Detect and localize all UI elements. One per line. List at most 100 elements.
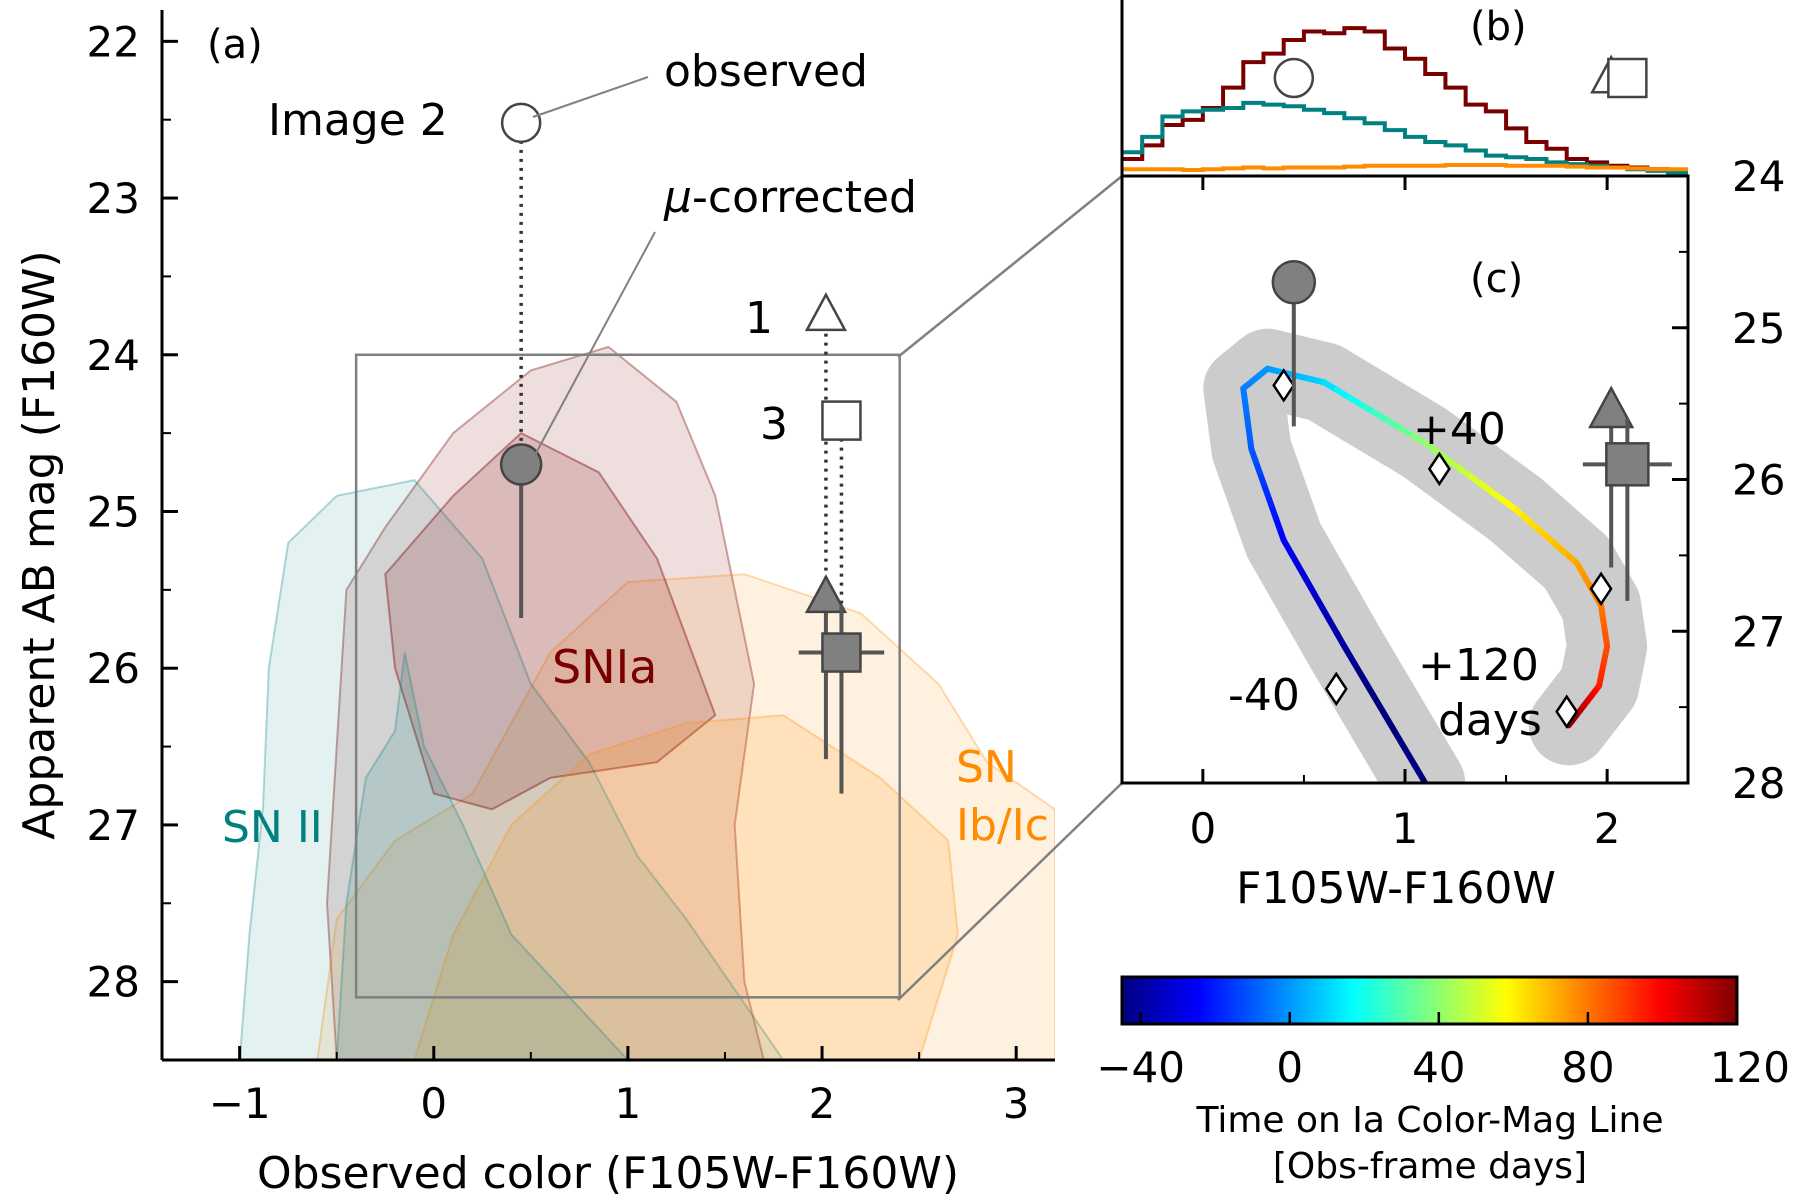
y-tick-label: 28 xyxy=(87,958,140,1007)
observed-leader-line xyxy=(532,76,649,118)
colorbar-label-line1: Time on Ia Color-Mag Line xyxy=(1195,1100,1663,1141)
c-corrected-point-image-2 xyxy=(1271,259,1317,305)
panel-c: 0 1 2 24 25 26 27 28 (c) +40 -40 +120 days F105… xyxy=(1120,152,1785,914)
snia-label: SNIa xyxy=(552,640,657,694)
colorbar: −40 0 40 80 120 Time on Ia Color-Mag Line [O… xyxy=(1096,975,1790,1187)
x-tick-label: −1 xyxy=(209,1079,271,1128)
time-label-days: days xyxy=(1438,695,1542,746)
c-corrected-point-image-1 xyxy=(1588,385,1635,429)
panel-c-label: (c) xyxy=(1470,256,1523,302)
image1-label: 1 xyxy=(745,293,773,344)
contour-snibc-inner xyxy=(413,714,959,1060)
c-x-tick-label: 1 xyxy=(1392,804,1419,853)
colorbar-tick-label: 0 xyxy=(1276,1043,1303,1092)
panel-c-axes: 0 1 2 24 25 26 27 28 xyxy=(1120,152,1785,853)
contour-snia-inner xyxy=(384,431,717,811)
panel-c-points xyxy=(1271,259,1672,601)
panel-a-points xyxy=(499,102,885,794)
histogram-marker-square xyxy=(1607,57,1648,99)
histogram-snibc xyxy=(1122,162,1688,173)
c-corrected-point-image-3 xyxy=(1605,442,1650,487)
c-y-tick-label: 27 xyxy=(1732,607,1785,656)
c-x-tick-label: 2 xyxy=(1594,804,1621,853)
track-segment xyxy=(1341,643,1358,667)
y-tick-label: 24 xyxy=(87,331,140,380)
histogram-snia xyxy=(1122,26,1688,173)
x-tick-label: 1 xyxy=(615,1079,642,1128)
time-diamond xyxy=(1427,451,1451,487)
mu-corrected-suffix: -corrected xyxy=(692,172,917,223)
x-tick-label: 0 xyxy=(420,1079,447,1128)
color-histograms xyxy=(1122,26,1688,175)
colorbar-label-line2: [Obs-frame days] xyxy=(1273,1146,1587,1187)
corrected-point-image-2 xyxy=(499,443,543,486)
snibc-label-line2: Ib/Ic xyxy=(956,800,1049,851)
time-markers xyxy=(1272,368,1613,729)
panel-c-xlabel: F105W-F160W xyxy=(1236,863,1556,914)
y-tick-label: 26 xyxy=(87,644,140,693)
track-segment xyxy=(1402,745,1419,769)
panel-b-label: (b) xyxy=(1470,4,1527,50)
time-label-minus40: -40 xyxy=(1228,670,1300,721)
population-contours xyxy=(238,345,1055,1060)
time-diamond xyxy=(1589,571,1613,607)
y-tick-label: 27 xyxy=(87,801,140,850)
colorbar-tick-label: 120 xyxy=(1710,1043,1790,1092)
colorbar-gradient xyxy=(1120,975,1739,1026)
observed-annotation: observed xyxy=(664,46,868,97)
panel-a-ylabel: Apparent AB mag (F160W) xyxy=(14,250,65,839)
y-tick-label: 25 xyxy=(87,487,140,536)
mu-symbol: μ xyxy=(663,172,692,223)
zoom-connector-top xyxy=(897,175,1123,358)
panel-b-markers xyxy=(1273,54,1648,99)
c-y-tick-label: 26 xyxy=(1732,456,1785,505)
snibc-label-line1: SN xyxy=(956,742,1017,793)
colorbar-tick-label: −40 xyxy=(1096,1043,1185,1092)
panel-a-label: (a) xyxy=(207,22,263,68)
c-y-tick-label: 25 xyxy=(1732,304,1785,353)
contour-snia-outer xyxy=(325,345,765,1060)
colorbar-tick-label: 40 xyxy=(1412,1043,1465,1092)
contour-snibc-outer xyxy=(316,573,1055,1060)
histogram-marker-circle xyxy=(1273,57,1315,99)
track-segment xyxy=(1371,694,1388,718)
panel-a-xlabel: Observed color (F105W-F160W) xyxy=(257,1148,959,1199)
ia-color-mag-track xyxy=(1240,365,1611,783)
observed-point-image-3 xyxy=(821,400,862,441)
track-segment xyxy=(1381,711,1398,735)
colorbar-tick-label: 80 xyxy=(1561,1043,1614,1092)
image2-label: Image 2 xyxy=(268,95,448,146)
c-x-tick-label: 0 xyxy=(1189,804,1216,853)
magnification-links xyxy=(519,122,844,653)
zoom-box xyxy=(354,353,901,999)
time-diamond xyxy=(1555,694,1579,729)
y-tick-label: 22 xyxy=(87,17,140,66)
corrected-point-image-1 xyxy=(804,574,848,614)
image3-label: 3 xyxy=(760,399,788,450)
mu-corrected-annotation: μ-corrected xyxy=(663,172,917,223)
colorbar-ticks: −40 0 40 80 120 xyxy=(1096,1012,1790,1092)
track-segment xyxy=(1351,660,1368,684)
mu-corrected-leader-line xyxy=(534,231,656,456)
c-y-tick-label: 24 xyxy=(1732,152,1785,201)
time-diamond xyxy=(1272,368,1296,403)
x-tick-label: 3 xyxy=(1003,1079,1030,1128)
y-tick-label: 23 xyxy=(87,174,140,223)
time-label-plus120: +120 xyxy=(1418,640,1539,691)
contour-snii-outer xyxy=(238,479,785,1060)
observed-point-image-1 xyxy=(804,292,848,332)
observed-point-image-2 xyxy=(500,102,542,144)
track-segment xyxy=(1361,677,1378,701)
time-diamond xyxy=(1324,671,1348,707)
corrected-point-image-3 xyxy=(821,632,862,673)
snii-label: SN II xyxy=(222,802,323,853)
track-segment xyxy=(1391,728,1408,752)
time-label-plus40: +40 xyxy=(1413,404,1506,455)
c-y-tick-label: 28 xyxy=(1732,759,1785,808)
x-tick-label: 2 xyxy=(809,1079,836,1128)
zoom-connector-bottom xyxy=(897,782,1123,1001)
panel-b: (b) xyxy=(1120,0,1688,176)
